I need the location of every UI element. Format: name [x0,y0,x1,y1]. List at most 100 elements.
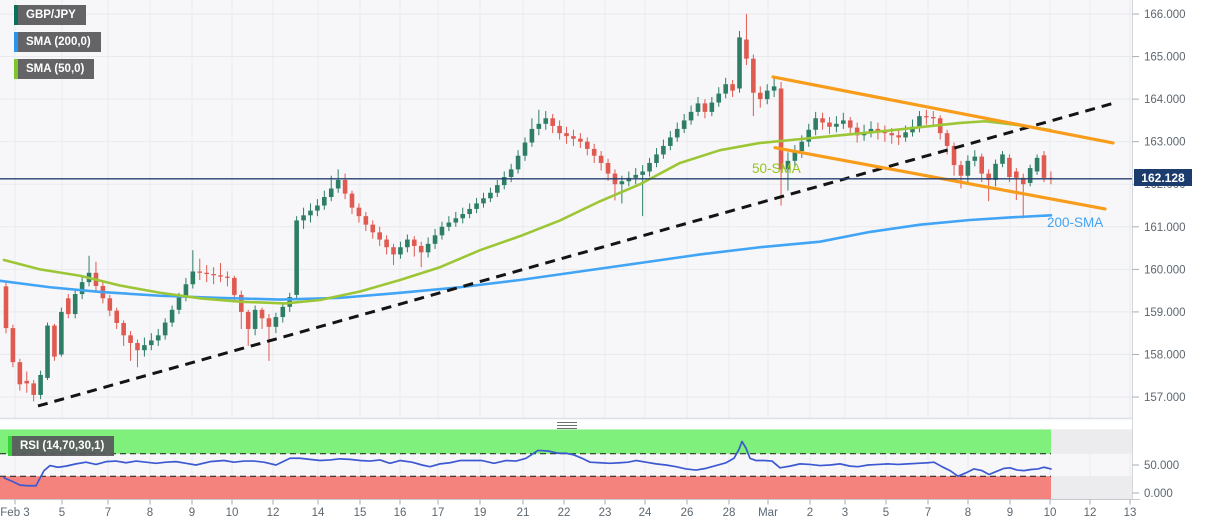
candle-up [460,214,466,219]
candle-down [232,277,237,295]
candle-up [252,309,258,329]
candle-up [481,198,486,204]
panel-resize-handle[interactable] [557,422,577,429]
candle-up [1027,168,1033,183]
candle-up [834,123,839,127]
candle-down [114,310,120,323]
candle-up [508,169,514,178]
candle-down [1014,171,1019,178]
candle-up [501,177,507,186]
last-price-badge: 162.128 [1134,169,1192,186]
candle-up [38,374,43,395]
candle-up [972,156,978,161]
rsi-axis-label: 0.000 [1144,488,1173,500]
candle-down [65,298,71,315]
x-axis-label: 26 [681,507,694,519]
candle-down [951,145,957,166]
rsi-axis-label: 50.000 [1144,460,1179,472]
candle-up [529,128,535,143]
candle-up [474,203,479,209]
candle-down [411,239,417,246]
candle-down [128,335,133,343]
candle-down [986,173,991,180]
candle-up [813,118,818,130]
candle-up [59,311,64,355]
candle-down [598,155,604,163]
candle-down [363,216,369,225]
price-panel-background [0,0,1133,419]
candle-up [806,129,812,142]
x-axis-label: 14 [312,507,325,519]
price-axis-label: 157.000 [1144,392,1186,404]
candle-down [702,103,708,112]
candle-down [564,133,569,137]
candle-up [868,128,874,133]
candle-up [169,309,175,323]
candle-down [778,88,784,170]
candle-up [176,297,182,310]
candle-up [446,222,452,227]
price-axis-label: 166.000 [1144,9,1186,21]
candle-down [1041,155,1047,178]
candle-down [211,274,216,276]
candle-down [24,380,30,384]
candle-down [342,179,348,194]
candle-down [391,247,396,255]
candle-down [225,276,230,278]
x-axis-label: 17 [432,507,445,519]
x-axis-label: 22 [558,507,571,519]
x-axis-label: 24 [639,507,652,519]
candle-down [384,239,389,248]
x-axis-label: 19 [474,507,487,519]
candle-up [910,126,915,133]
candle-up [72,294,78,315]
candle-down [245,311,251,329]
candle-down [10,328,16,363]
candle-up [322,197,327,206]
rsi-oversold-band [0,476,1051,499]
candle-down [930,116,936,119]
candle-down [377,232,382,240]
candle-down [944,133,950,146]
candle-up [647,162,652,172]
sma200-line [0,214,1053,301]
candle-down [875,128,881,132]
candle-up [668,137,673,146]
candle-down [197,271,203,273]
candle-up [45,325,50,378]
channel-upper-line [771,75,1115,145]
candle-up [162,322,168,336]
candle-down [1007,157,1012,178]
candle-up [799,141,805,152]
x-axis-label: 12 [267,507,280,519]
candle-up [633,174,639,178]
candle-up [771,86,777,91]
candle-up [709,102,715,112]
x-axis-label: 10 [226,507,239,519]
candle-down [31,383,36,395]
candle-up [626,177,632,182]
candle-down [204,272,209,275]
candle-up [792,151,798,161]
candle-down [571,136,576,139]
candle-up [79,282,85,295]
candle-up [723,84,728,94]
candle-down [135,342,140,351]
candle-down [896,135,901,138]
candle-down [1020,177,1026,185]
candle-up [619,181,625,185]
x-axis-label: 12 [1084,507,1097,519]
sma200-annotation-label: 200-SMA [1047,215,1104,230]
candle-up [432,235,438,244]
candle-down [744,39,749,59]
candle-down [827,122,832,127]
candle-down [730,84,735,91]
candle-up [190,271,196,285]
indicator-badge-sma50: SMA (50,0) [14,59,95,79]
candle-up [543,118,549,124]
candle-up [1000,154,1005,164]
x-axis-label: Feb 3 [0,507,29,519]
x-axis-label: 28 [723,507,736,519]
candle-up [681,120,687,129]
